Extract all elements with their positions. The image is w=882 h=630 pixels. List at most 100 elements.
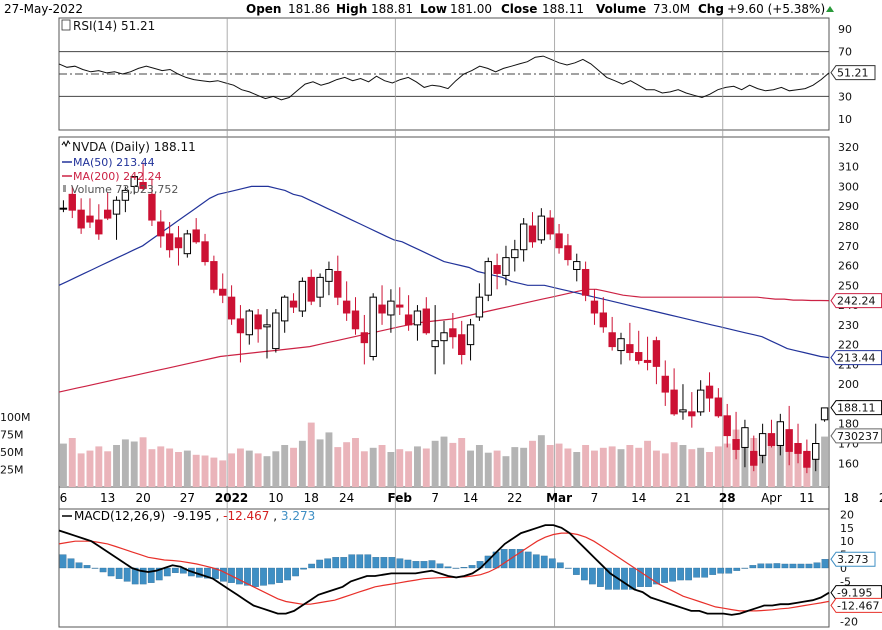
candle-body bbox=[581, 268, 590, 296]
candle-body bbox=[528, 225, 537, 243]
price-tick-label: 180 bbox=[838, 418, 859, 431]
open-label: Open bbox=[246, 2, 281, 16]
volume-bar bbox=[599, 447, 607, 487]
volume-bar bbox=[413, 446, 421, 487]
rsi-line bbox=[58, 55, 830, 101]
volume-bar bbox=[139, 437, 147, 487]
candle-body bbox=[369, 296, 377, 357]
macd-hist-bar bbox=[597, 567, 604, 587]
volume-bar bbox=[546, 445, 554, 487]
volume-bar bbox=[697, 447, 705, 487]
macd-signal-tag-box bbox=[830, 597, 882, 613]
macd-hist-bar bbox=[212, 567, 219, 579]
ma200-price-tag: 242.24 bbox=[837, 295, 876, 308]
candle-body bbox=[210, 261, 218, 290]
date-tick-label: 24 bbox=[339, 491, 354, 505]
candle-body bbox=[449, 328, 457, 338]
rsi-current-tag: 51.21 bbox=[837, 67, 869, 80]
volume-bar bbox=[157, 446, 165, 487]
macd-panel: 20151050-5-10-15-203.273-9.195-12.467 bbox=[58, 508, 882, 629]
macd-hist-bar bbox=[484, 555, 492, 569]
macd-hist-bar bbox=[340, 557, 348, 569]
macd-tick-label: 20 bbox=[840, 508, 854, 521]
candle-body bbox=[670, 389, 678, 415]
candle-body bbox=[599, 312, 607, 328]
candle-body bbox=[546, 217, 554, 235]
macd-hist-tag-box bbox=[830, 551, 876, 567]
macd-hist-bar bbox=[300, 567, 307, 570]
price-tick-label: 220 bbox=[838, 339, 859, 352]
volume-bar bbox=[298, 440, 306, 487]
volume-bar bbox=[77, 453, 85, 487]
macd-hist-bar bbox=[75, 562, 83, 569]
close-price-tag: 188.11 bbox=[837, 402, 876, 415]
macd-hist-bar bbox=[107, 567, 115, 577]
candle-body bbox=[519, 223, 528, 251]
macd-hist-bar bbox=[163, 567, 171, 577]
macd-hist-bar bbox=[252, 567, 259, 587]
candle-body bbox=[484, 261, 492, 296]
macd-hist-bar bbox=[725, 567, 733, 574]
volume-bar bbox=[228, 453, 236, 487]
volume-bar bbox=[325, 432, 333, 487]
candle-body bbox=[688, 411, 696, 417]
candle-body bbox=[555, 233, 563, 249]
high-value: 188.81 bbox=[371, 2, 413, 16]
macd-hist-bar bbox=[621, 567, 628, 590]
macd-hist-bar bbox=[452, 567, 460, 569]
volume-bar bbox=[175, 452, 182, 487]
macd-hist-bar bbox=[516, 549, 524, 569]
candle-body bbox=[263, 324, 271, 328]
close-value: 188.11 bbox=[542, 2, 584, 16]
macd-hist-bar bbox=[693, 567, 701, 578]
volume-bar bbox=[768, 435, 775, 487]
candle-body bbox=[77, 209, 85, 229]
macd-hist-bar bbox=[131, 567, 139, 585]
volume-tick-label: 25M bbox=[0, 464, 24, 477]
date-tick-label: 27 bbox=[180, 491, 195, 505]
price-title: NVDA (Daily) 188.11 bbox=[72, 140, 196, 154]
price-tick-label: 230 bbox=[838, 319, 859, 332]
ma200-line bbox=[58, 288, 830, 393]
volume-bar bbox=[626, 445, 634, 487]
price-legend: NVDA (Daily) 188.11 MA(50) 213.44 MA(200… bbox=[61, 139, 196, 196]
macd-tick-label: 15 bbox=[840, 522, 854, 535]
volume-tick-label: 75M bbox=[0, 429, 24, 442]
volume-bar bbox=[387, 452, 395, 487]
candle-body bbox=[758, 433, 767, 456]
macd-hist-bar bbox=[324, 558, 332, 569]
high-label: High bbox=[336, 2, 367, 16]
date-tick-label: 6 bbox=[60, 491, 68, 505]
up-arrow-icon bbox=[826, 6, 834, 12]
macd-hist-bar bbox=[532, 554, 540, 569]
candle-body bbox=[714, 397, 723, 417]
volume-bar bbox=[396, 449, 404, 487]
macd-hist-bar bbox=[147, 567, 155, 583]
candle-body bbox=[281, 296, 289, 322]
close-label: Close bbox=[501, 2, 537, 16]
candle-body bbox=[396, 304, 404, 308]
ma50-line bbox=[58, 185, 830, 359]
macd-hist-bar bbox=[260, 567, 267, 586]
volume-bar bbox=[635, 447, 643, 487]
macd-hist-tag: 3.273 bbox=[837, 553, 869, 566]
candle-body bbox=[493, 265, 501, 274]
macd-hist-bar bbox=[572, 567, 580, 575]
volume-label: Volume bbox=[596, 2, 646, 16]
volume-bar bbox=[236, 448, 244, 487]
candle-body bbox=[112, 199, 121, 215]
macd-hist-bar bbox=[244, 567, 251, 586]
macd-hist-bar bbox=[155, 567, 163, 581]
volume-bar bbox=[458, 438, 466, 487]
low-label: Low bbox=[420, 2, 447, 16]
date-tick-label: 10 bbox=[268, 491, 283, 505]
macd-hist-bar bbox=[500, 549, 508, 569]
volume-bar bbox=[821, 436, 829, 487]
macd-hist-bar bbox=[508, 549, 516, 569]
candle-body bbox=[219, 288, 227, 296]
candle-body bbox=[803, 450, 811, 468]
price-tick-label: 260 bbox=[838, 260, 859, 273]
volume-bar bbox=[210, 457, 218, 487]
macd-hist-bar bbox=[781, 563, 789, 569]
rsi-tick-label: 70 bbox=[838, 46, 852, 59]
